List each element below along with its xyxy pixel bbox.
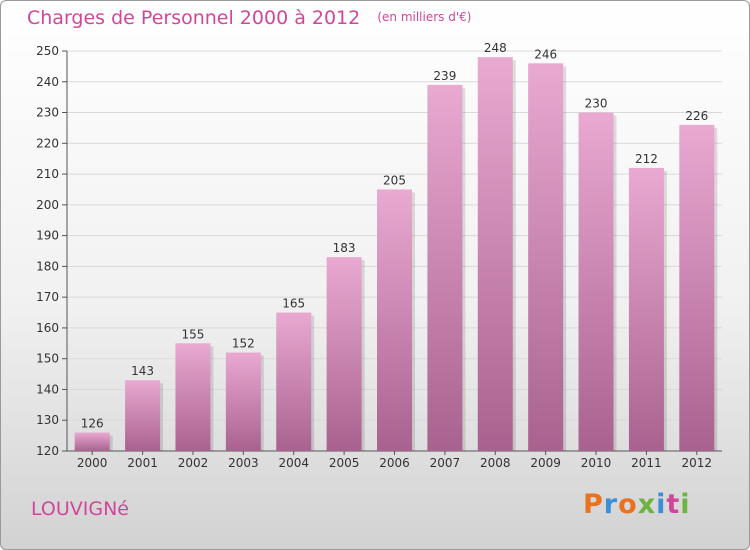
data-label: 183 [333, 241, 356, 255]
bar-2001 [125, 380, 161, 451]
x-tick-label: 2010 [581, 456, 612, 470]
x-tick-label: 2000 [77, 456, 108, 470]
x-tick-label: 2007 [430, 456, 461, 470]
y-tick-label: 120 [36, 444, 59, 458]
x-tick-label: 2005 [329, 456, 360, 470]
bar-2002 [175, 343, 211, 451]
x-tick-label: 2004 [278, 456, 309, 470]
title-row: Charges de Personnel 2000 à 2012 (en mil… [27, 7, 471, 29]
y-tick-label: 230 [36, 106, 59, 120]
data-label: 239 [433, 69, 456, 83]
logo-letter: x [637, 489, 657, 520]
bars [74, 57, 718, 452]
commune-name: LOUVIGNé [31, 498, 129, 520]
logo-letter: t [666, 489, 681, 520]
chart-title: Charges de Personnel 2000 à 2012 [27, 7, 361, 29]
x-tick-labels: 2000 2001 2002 2003 2004 2005 2006 2007 2008 2009… [77, 456, 712, 470]
data-label: 143 [131, 364, 154, 378]
proxiti-logo: Proxiti [583, 489, 691, 520]
y-tick-label: 190 [36, 229, 59, 243]
y-tick-label: 140 [36, 382, 59, 396]
data-label: 226 [685, 109, 708, 123]
y-tick-label: 180 [36, 259, 59, 273]
y-tick-label: 240 [36, 75, 59, 89]
data-label: 152 [232, 337, 255, 351]
bar-2011 [628, 167, 664, 451]
logo-letter: r [603, 489, 619, 520]
data-label: 165 [282, 297, 305, 311]
logo-letter: P [583, 489, 604, 520]
y-tick-label: 170 [36, 290, 59, 304]
x-tick-label: 2012 [682, 456, 713, 470]
y-tick-label: 210 [36, 167, 59, 181]
x-tick-label: 2008 [480, 456, 511, 470]
bar-2006 [377, 189, 412, 451]
bar-2000 [74, 432, 110, 451]
bar-2012 [679, 124, 715, 451]
data-label: 212 [635, 152, 658, 166]
data-label: 126 [81, 417, 104, 431]
x-tick-label: 2006 [379, 456, 410, 470]
data-label: 155 [182, 327, 205, 341]
y-tick-label: 200 [36, 198, 59, 212]
bar-2005 [326, 257, 362, 451]
logo-letter: i [656, 489, 667, 520]
y-tick-label: 220 [36, 136, 59, 150]
data-label: 246 [534, 47, 557, 61]
data-labels: 126 143 155 152 165 183 205 239 248 246 230 212 226 [81, 41, 709, 430]
data-label: 248 [484, 41, 507, 55]
y-tick-label: 160 [36, 321, 59, 335]
x-tick-label: 2011 [631, 456, 662, 470]
x-tick-label: 2003 [228, 456, 259, 470]
bar-2008 [477, 57, 513, 452]
logo-letter: o [618, 489, 638, 520]
data-label: 230 [585, 97, 608, 111]
y-tick-label: 250 [36, 44, 59, 58]
x-tick-label: 2001 [127, 456, 158, 470]
x-tick-label: 2009 [530, 456, 561, 470]
bar-2010 [578, 112, 614, 452]
y-tick-label: 150 [36, 352, 59, 366]
data-label: 205 [383, 173, 406, 187]
chart-subtitle: (en milliers d'€) [377, 10, 472, 24]
bar-2009 [528, 63, 564, 452]
bar-2003 [225, 352, 261, 451]
y-tick-label: 130 [36, 413, 59, 427]
x-tick-label: 2002 [178, 456, 209, 470]
y-tick-labels: 120 130 140 150 160 170 180 190 200 210 220 230 240 2… [36, 44, 59, 458]
logo-letter: i [680, 489, 691, 520]
bar-2007 [427, 84, 463, 451]
bar-2004 [276, 312, 312, 451]
